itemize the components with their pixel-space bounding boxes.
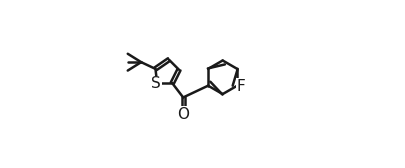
Text: O: O [177,107,189,122]
Text: S: S [151,76,161,92]
Text: F: F [237,79,245,94]
